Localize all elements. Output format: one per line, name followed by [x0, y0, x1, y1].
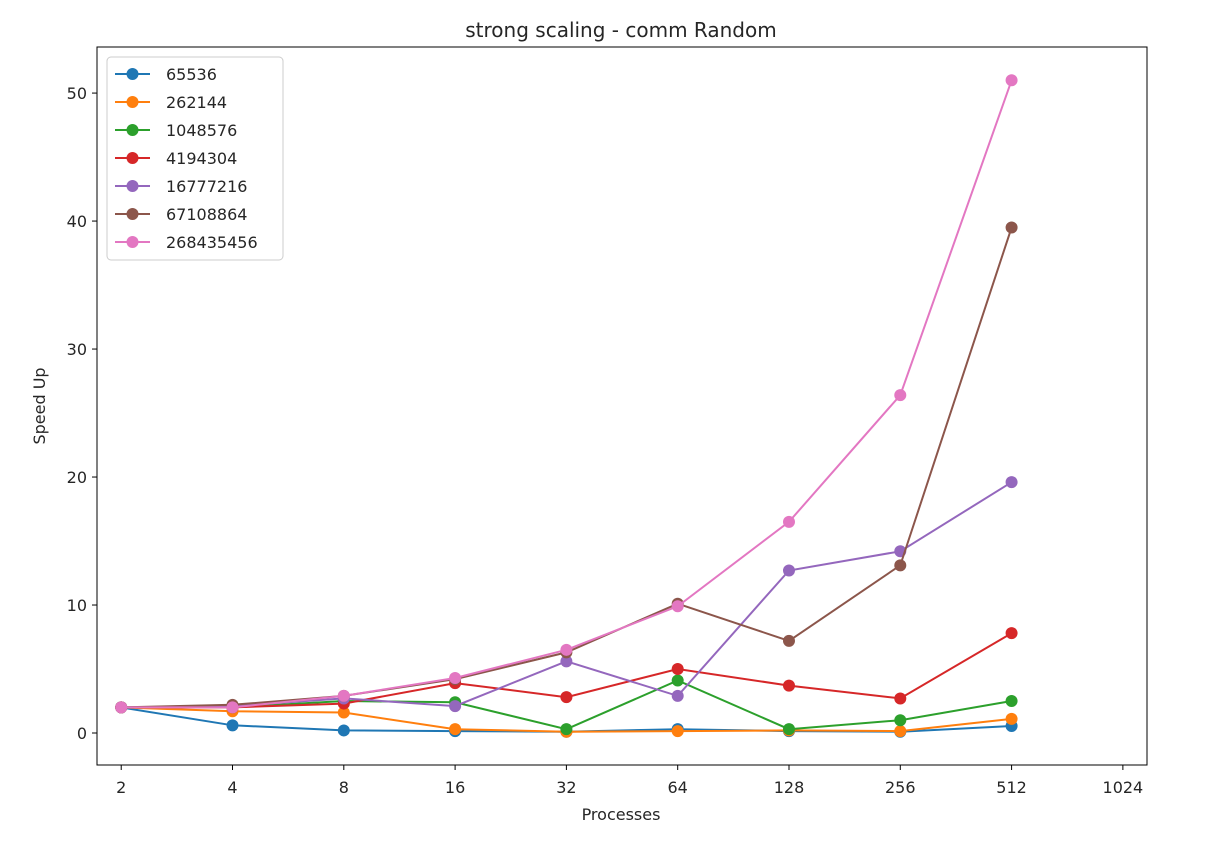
data-point: [782, 679, 795, 692]
legend-item: 268435456: [115, 233, 258, 252]
series-268435456: [115, 74, 1018, 714]
data-point: [1005, 74, 1018, 87]
x-tick-label: 256: [885, 778, 916, 797]
data-point: [449, 671, 462, 684]
data-point: [894, 389, 907, 402]
data-point: [1005, 476, 1018, 489]
legend-marker: [126, 96, 139, 108]
y-tick-label: 30: [67, 340, 87, 359]
legend-item: 262144: [115, 93, 227, 112]
legend-label: 4194304: [166, 149, 237, 168]
series-layer: [115, 74, 1018, 738]
data-point: [115, 701, 128, 714]
x-tick-label: 128: [774, 778, 805, 797]
legend-label: 16777216: [166, 177, 247, 196]
y-axis-label: Speed Up: [30, 367, 49, 444]
data-point: [449, 723, 462, 736]
x-tick-label: 16: [445, 778, 465, 797]
data-point: [782, 564, 795, 577]
data-point: [1005, 627, 1018, 640]
legend-item: 67108864: [115, 205, 247, 224]
data-point: [560, 643, 573, 656]
data-point: [560, 691, 573, 704]
x-tick-label: 64: [668, 778, 688, 797]
y-tick-label: 40: [67, 212, 87, 231]
legend-marker: [126, 68, 139, 80]
data-point: [782, 723, 795, 736]
data-point: [1005, 221, 1018, 234]
chart-title: strong scaling - comm Random: [465, 18, 776, 42]
x-tick-label: 2: [116, 778, 126, 797]
data-point: [671, 725, 684, 738]
y-tick-label: 10: [67, 596, 87, 615]
legend-marker: [126, 124, 139, 136]
y-axis: 0 10 20 30 40 50: [67, 84, 97, 743]
series-16777216: [115, 476, 1018, 714]
data-point: [449, 700, 462, 713]
data-point: [337, 706, 350, 719]
legend-label: 1048576: [166, 121, 237, 140]
data-point: [337, 689, 350, 702]
legend-label: 65536: [166, 65, 217, 84]
data-point: [560, 723, 573, 736]
data-point: [560, 655, 573, 668]
data-point: [782, 634, 795, 647]
data-point: [226, 701, 239, 714]
x-tick-label: 512: [996, 778, 1027, 797]
data-point: [894, 725, 907, 738]
x-axis-label: Processes: [582, 805, 661, 824]
legend-item: 1048576: [115, 121, 237, 140]
y-tick-label: 0: [77, 724, 87, 743]
y-tick-label: 50: [67, 84, 87, 103]
legend-item: 16777216: [115, 177, 247, 196]
legend-marker: [126, 152, 139, 164]
x-tick-label: 8: [339, 778, 349, 797]
data-point: [894, 692, 907, 705]
series-4194304: [115, 627, 1018, 714]
data-point: [671, 689, 684, 702]
legend-frame: [106, 56, 284, 261]
data-point: [226, 719, 239, 732]
series-67108864: [115, 221, 1018, 714]
legend: 65536 262144 1048576 4194304 16777216 6710886…: [106, 56, 284, 261]
data-point: [671, 674, 684, 687]
plot-frame: [96, 46, 1148, 766]
x-axis: 2 4 8 16 32 64 128 256 512 1024: [116, 765, 1143, 797]
data-point: [782, 515, 795, 528]
series-line: [121, 227, 1013, 709]
data-point: [671, 600, 684, 613]
legend-marker: [126, 236, 139, 248]
x-tick-label: 32: [556, 778, 576, 797]
legend-label: 268435456: [166, 233, 258, 252]
data-point: [1005, 695, 1018, 708]
data-point: [894, 559, 907, 572]
x-tick-label: 4: [227, 778, 237, 797]
y-tick-label: 20: [67, 468, 87, 487]
legend-item: 4194304: [115, 149, 237, 168]
data-point: [894, 714, 907, 727]
legend-label: 262144: [166, 93, 227, 112]
data-point: [671, 663, 684, 676]
data-point: [1005, 712, 1018, 725]
legend-item: 65536: [115, 65, 217, 84]
data-point: [337, 724, 350, 737]
legend-marker: [126, 208, 139, 220]
legend-marker: [126, 180, 139, 192]
series-line: [121, 481, 1013, 709]
x-tick-label: 1024: [1103, 778, 1144, 797]
legend-label: 67108864: [166, 205, 247, 224]
